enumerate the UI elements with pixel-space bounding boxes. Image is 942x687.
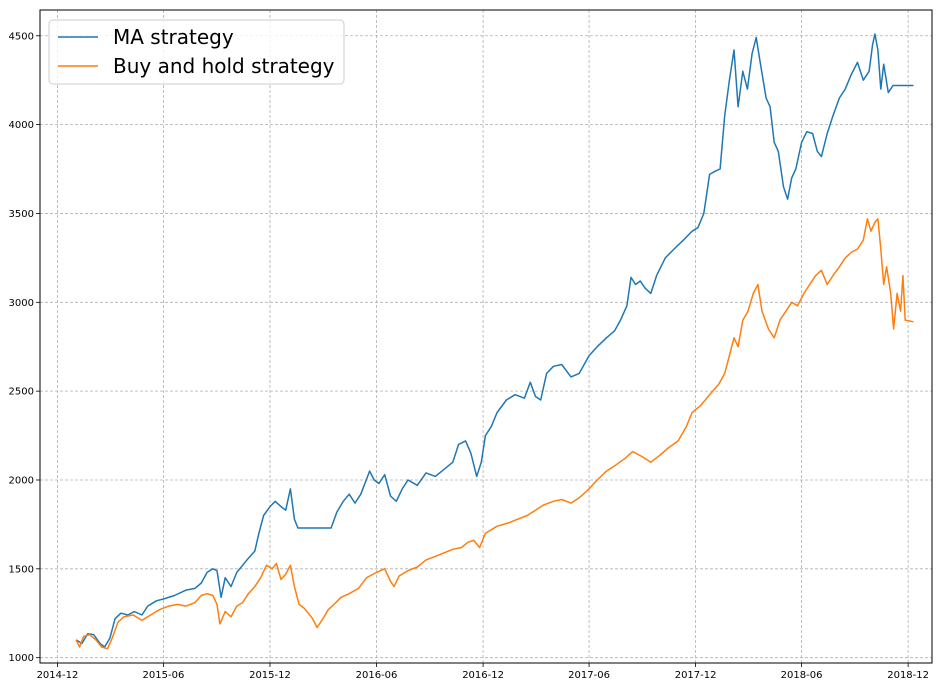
ma-strategy-line xyxy=(75,33,914,648)
legend-label-buy-hold: Buy and hold strategy xyxy=(113,54,335,78)
legend-box xyxy=(48,19,345,85)
legend-label-ma: MA strategy xyxy=(113,25,234,49)
series-layer xyxy=(75,33,914,650)
x-tick-label: 2016-06 xyxy=(356,670,398,681)
axes: 2014-12 2015-06 2015-12 2016-06 2016-12 2017-… xyxy=(9,31,929,681)
buy-and-hold-line xyxy=(75,218,914,650)
x-tick-label: 2017-06 xyxy=(568,670,610,681)
x-tick-label: 2014-12 xyxy=(37,670,79,681)
y-tick-label: 2000 xyxy=(9,475,34,486)
y-tick-label: 2500 xyxy=(9,387,34,398)
x-tick-label: 2018-06 xyxy=(781,670,823,681)
y-tick-label: 4000 xyxy=(9,120,34,131)
plot-frame xyxy=(39,9,933,664)
x-tick-label: 2015-06 xyxy=(143,670,185,681)
y-tick-label: 4500 xyxy=(9,31,34,42)
x-tick-label: 2018-12 xyxy=(887,670,929,681)
y-tick-label: 1000 xyxy=(9,653,34,664)
legend: MA strategy Buy and hold strategy xyxy=(48,19,345,85)
x-tick-label: 2017-12 xyxy=(675,670,717,681)
y-tick-label: 1500 xyxy=(9,564,34,575)
y-tick-label: 3500 xyxy=(9,209,34,220)
x-tick-label: 2016-12 xyxy=(462,670,504,681)
grid xyxy=(40,10,932,663)
y-tick-label: 3000 xyxy=(9,298,34,309)
x-tick-label: 2015-12 xyxy=(249,670,291,681)
